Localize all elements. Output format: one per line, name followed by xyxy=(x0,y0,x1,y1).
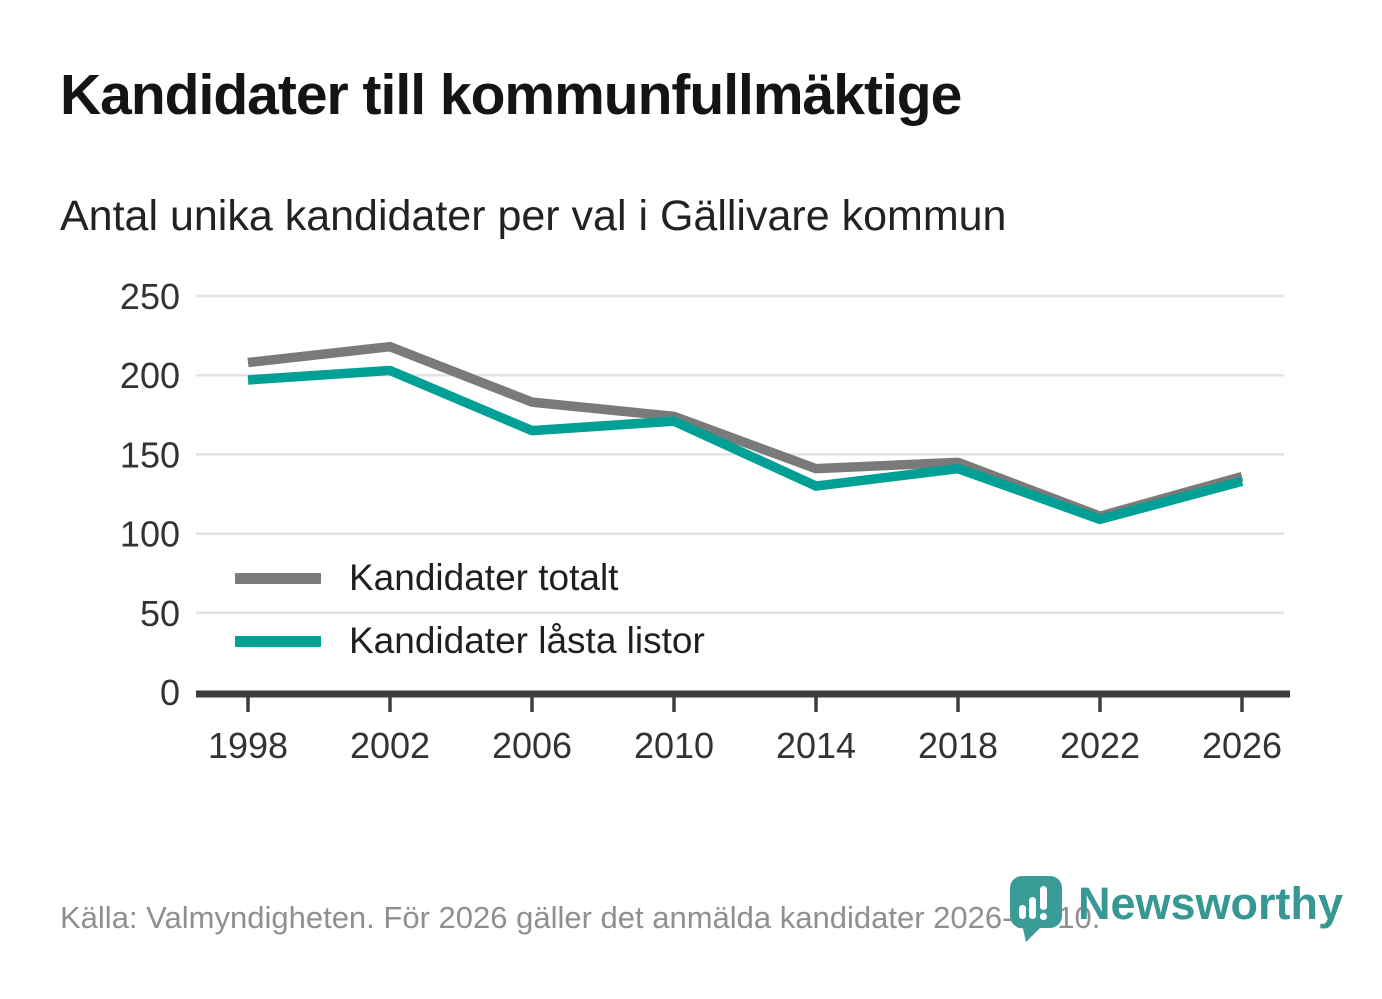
source-note: Källa: Valmyndigheten. För 2026 gäller d… xyxy=(60,900,1101,935)
legend-swatch-total xyxy=(235,572,321,584)
newsworthy-logo-icon xyxy=(1010,876,1062,942)
legend-label-locked-lists: Kandidater låsta listor xyxy=(349,620,705,661)
y-tick-label: 250 xyxy=(120,276,180,317)
legend-label-total: Kandidater totalt xyxy=(349,557,619,598)
x-tick-label: 2022 xyxy=(1060,725,1140,766)
x-tick-label: 2018 xyxy=(918,725,998,766)
x-axis-labels: 1998 2002 2006 2010 2014 2018 2022 2026 xyxy=(208,725,1282,766)
legend: Kandidater totalt Kandidater låsta listo… xyxy=(233,553,715,666)
y-tick-label: 150 xyxy=(120,434,180,475)
x-tick-label: 2010 xyxy=(634,725,714,766)
y-tick-label: 200 xyxy=(120,355,180,396)
x-tick-label: 2026 xyxy=(1202,725,1282,766)
legend-item-total: Kandidater totalt xyxy=(233,553,715,603)
x-tick-label: 2014 xyxy=(776,725,856,766)
series-lines xyxy=(247,341,1244,525)
y-tick-label: 0 xyxy=(160,672,180,713)
y-tick-label: 100 xyxy=(120,514,180,555)
series-line-1 xyxy=(247,365,1244,525)
legend-swatch-locked-lists xyxy=(235,635,321,647)
x-tick-label: 2002 xyxy=(350,725,430,766)
y-axis-labels: 0 50 100 150 200 250 xyxy=(120,276,180,713)
x-tick-label: 1998 xyxy=(208,725,288,766)
page-title: Kandidater till kommunfullmäktige xyxy=(60,63,962,127)
page-subtitle: Antal unika kandidater per val i Gälliva… xyxy=(60,192,1007,240)
newsworthy-wordmark: Newsworthy xyxy=(1078,878,1344,929)
y-tick-label: 50 xyxy=(140,593,180,634)
x-axis xyxy=(196,690,1290,712)
x-tick-label: 2006 xyxy=(492,725,572,766)
legend-item-locked-lists: Kandidater låsta listor xyxy=(233,616,715,666)
